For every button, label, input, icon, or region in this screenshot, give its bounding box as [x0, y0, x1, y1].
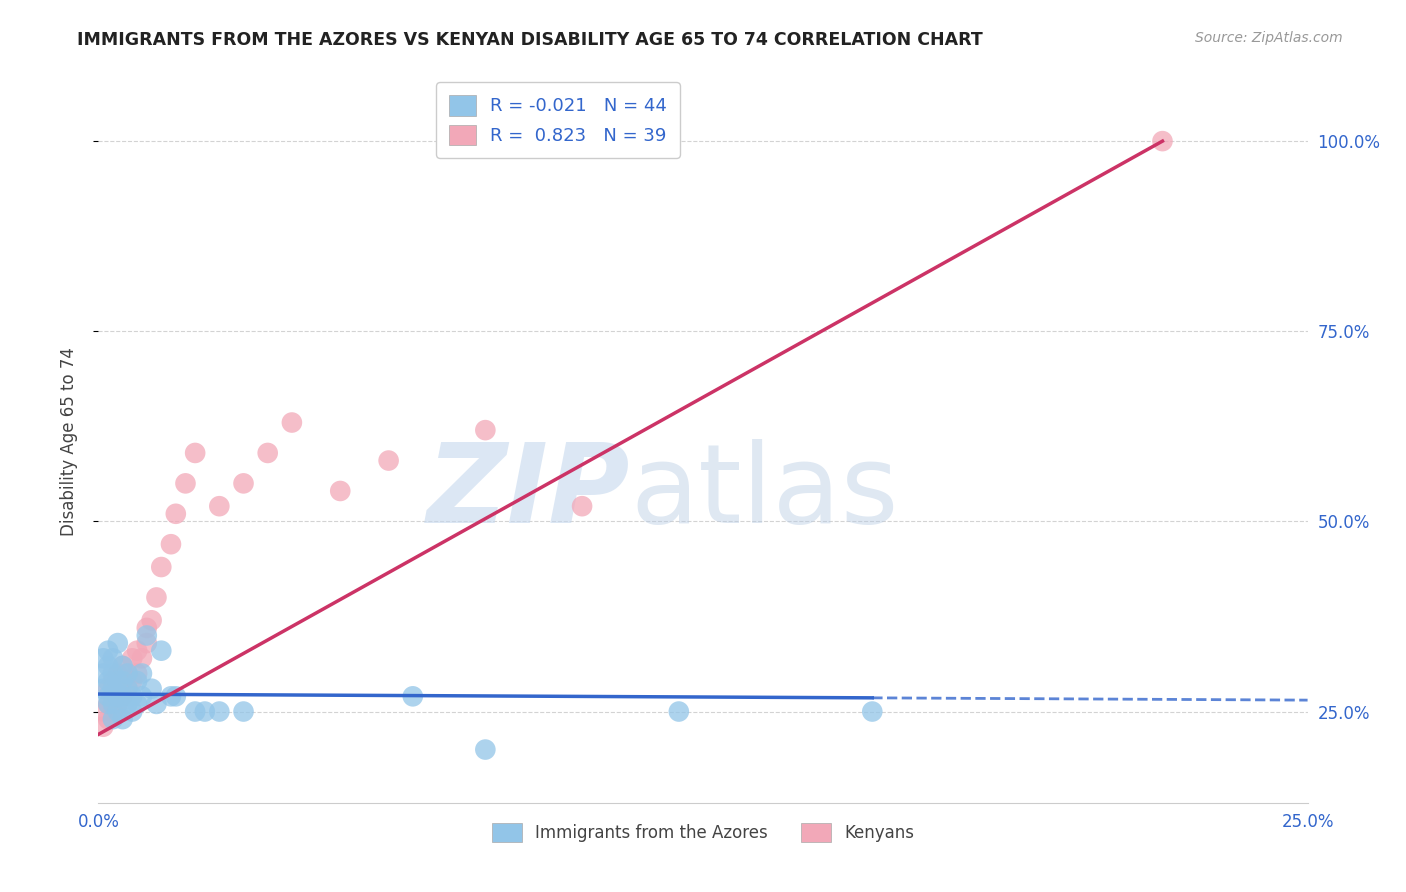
Point — [150, 560, 173, 574]
Point — [97, 674, 120, 689]
Point — [208, 499, 231, 513]
Point — [97, 697, 120, 711]
Point — [101, 674, 124, 689]
Point — [1152, 134, 1174, 148]
Point — [232, 705, 254, 719]
Point — [101, 697, 124, 711]
Point — [97, 659, 120, 673]
Point — [141, 681, 163, 696]
Point — [111, 690, 134, 704]
Point — [160, 537, 183, 551]
Point — [135, 628, 157, 642]
Point — [91, 705, 114, 719]
Point — [101, 705, 124, 719]
Point — [165, 690, 187, 704]
Point — [131, 690, 153, 704]
Point — [97, 690, 120, 704]
Point — [101, 690, 124, 704]
Point — [111, 659, 134, 673]
Point — [145, 697, 167, 711]
Point — [111, 674, 134, 689]
Text: ZIP: ZIP — [427, 439, 630, 546]
Point — [184, 705, 207, 719]
Point — [208, 705, 231, 719]
Point — [329, 483, 352, 498]
Text: atlas: atlas — [630, 439, 898, 546]
Y-axis label: Disability Age 65 to 74: Disability Age 65 to 74 — [59, 347, 77, 536]
Point — [281, 416, 304, 430]
Point — [860, 705, 883, 719]
Point — [107, 636, 129, 650]
Point — [101, 651, 124, 665]
Point — [474, 742, 496, 756]
Point — [91, 666, 114, 681]
Point — [91, 651, 114, 665]
Point — [145, 591, 167, 605]
Point — [117, 681, 139, 696]
Point — [135, 621, 157, 635]
Point — [91, 720, 114, 734]
Point — [131, 651, 153, 665]
Point — [377, 453, 399, 467]
Point — [127, 666, 149, 681]
Point — [117, 666, 139, 681]
Point — [97, 643, 120, 657]
Point — [121, 651, 143, 665]
Point — [97, 712, 120, 726]
Point — [127, 674, 149, 689]
Text: Source: ZipAtlas.com: Source: ZipAtlas.com — [1195, 31, 1343, 45]
Point — [127, 697, 149, 711]
Point — [117, 697, 139, 711]
Point — [111, 674, 134, 689]
Point — [111, 712, 134, 726]
Point — [184, 446, 207, 460]
Point — [107, 705, 129, 719]
Point — [111, 659, 134, 673]
Point — [101, 681, 124, 696]
Point — [150, 643, 173, 657]
Point — [256, 446, 278, 460]
Legend: Immigrants from the Azores, Kenyans: Immigrants from the Azores, Kenyans — [485, 816, 921, 848]
Point — [91, 681, 114, 696]
Point — [131, 666, 153, 681]
Point — [474, 423, 496, 437]
Point — [97, 681, 120, 696]
Point — [101, 666, 124, 681]
Point — [160, 690, 183, 704]
Point — [402, 690, 425, 704]
Point — [121, 705, 143, 719]
Point — [121, 674, 143, 689]
Point — [174, 476, 197, 491]
Text: IMMIGRANTS FROM THE AZORES VS KENYAN DISABILITY AGE 65 TO 74 CORRELATION CHART: IMMIGRANTS FROM THE AZORES VS KENYAN DIS… — [77, 31, 983, 49]
Point — [232, 476, 254, 491]
Point — [107, 681, 129, 696]
Point — [668, 705, 690, 719]
Point — [127, 643, 149, 657]
Point — [107, 697, 129, 711]
Point — [97, 697, 120, 711]
Point — [111, 690, 134, 704]
Point — [121, 690, 143, 704]
Point — [107, 666, 129, 681]
Point — [117, 681, 139, 696]
Point — [165, 507, 187, 521]
Point — [141, 613, 163, 627]
Point — [101, 712, 124, 726]
Point — [117, 666, 139, 681]
Point — [194, 705, 217, 719]
Point — [107, 674, 129, 689]
Point — [135, 636, 157, 650]
Point — [107, 690, 129, 704]
Point — [571, 499, 593, 513]
